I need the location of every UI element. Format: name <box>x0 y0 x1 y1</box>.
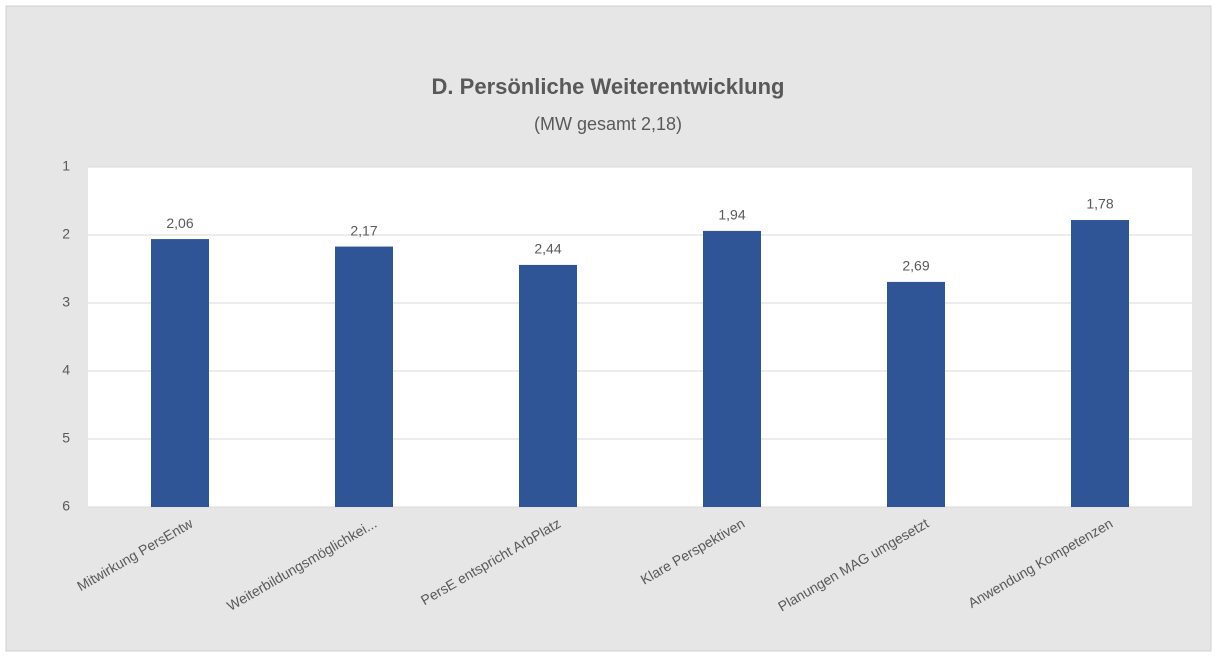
bar <box>151 239 209 507</box>
data-label: 2,69 <box>902 258 929 274</box>
data-label: 1,94 <box>718 207 745 223</box>
y-tick-label: 4 <box>62 362 70 378</box>
y-tick-label: 2 <box>62 226 70 242</box>
y-tick-label: 1 <box>62 158 70 174</box>
y-tick-label: 3 <box>62 294 70 310</box>
bar <box>703 230 761 508</box>
chart-title: D. Persönliche Weiterentwicklung <box>432 74 785 99</box>
data-label: 1,78 <box>1086 196 1113 212</box>
data-label: 2,17 <box>350 222 377 238</box>
data-label: 2,06 <box>166 215 193 231</box>
data-label: 2,44 <box>534 241 561 257</box>
y-tick-label: 5 <box>62 430 70 446</box>
y-tick-label: 6 <box>62 498 70 514</box>
bar <box>335 246 393 507</box>
plot-area <box>88 167 1192 507</box>
bar <box>1071 220 1129 508</box>
bar <box>519 264 577 507</box>
chart-subtitle: (MW gesamt 2,18) <box>534 114 682 134</box>
bar <box>887 281 945 507</box>
